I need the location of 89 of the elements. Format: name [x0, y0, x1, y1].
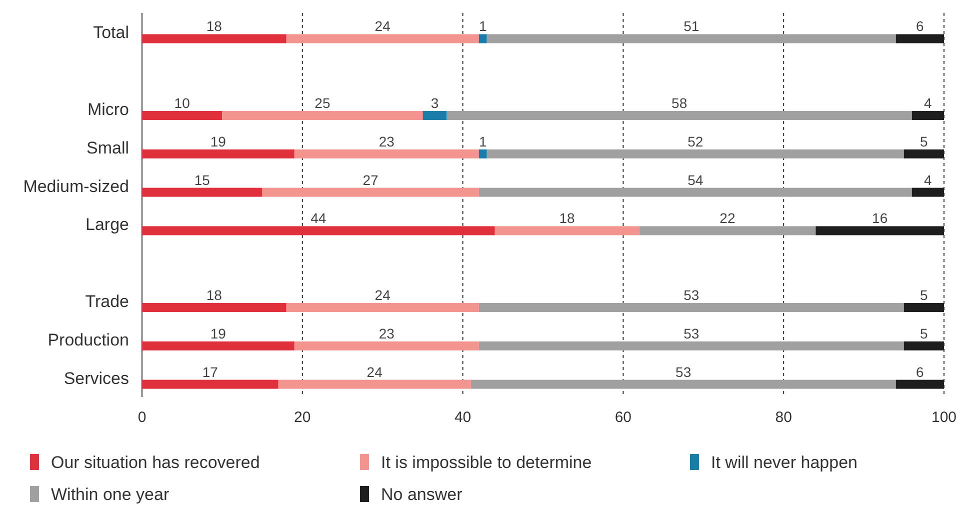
y-tick-label: Medium-sized: [23, 176, 129, 196]
data-label: 5: [920, 287, 928, 303]
legend-label: Our situation has recovered: [51, 453, 260, 472]
bar: [478, 188, 912, 197]
legend-label: It is impossible to determine: [381, 453, 592, 472]
y-tick-label: Micro: [87, 100, 129, 119]
data-label: 5: [920, 325, 928, 342]
bar: [142, 380, 278, 389]
x-tick-label: 100: [931, 409, 957, 426]
bar: [639, 226, 816, 236]
legend-label: It will never happen: [711, 453, 858, 472]
y-tick-label: Trade: [85, 292, 129, 311]
y-tick-label: Total: [93, 23, 129, 42]
bar: [912, 188, 944, 197]
bar: [904, 303, 944, 312]
data-label: 27: [362, 172, 379, 188]
bar: [478, 149, 487, 158]
data-label: 1: [478, 133, 487, 150]
bar: [286, 34, 479, 44]
legend-label: No answer: [381, 485, 463, 504]
data-label: 15: [194, 172, 210, 188]
bar: [422, 111, 447, 120]
bar: [262, 188, 479, 197]
data-label: 18: [206, 287, 222, 303]
bar: [142, 226, 495, 236]
bar: [896, 380, 944, 389]
bar: [142, 188, 262, 197]
data-label: 22: [720, 210, 736, 226]
bar: [896, 34, 944, 44]
y-tick-label: Production: [48, 330, 129, 350]
data-label: 1: [478, 18, 487, 34]
data-label: 24: [366, 364, 383, 380]
bar: [478, 341, 904, 350]
data-label: 53: [684, 325, 700, 342]
data-label: 51: [684, 18, 700, 34]
data-label: 24: [374, 287, 391, 303]
data-label: 4: [924, 95, 932, 111]
bar: [142, 341, 294, 350]
data-label: 19: [210, 133, 226, 150]
x-tick-label: 60: [614, 409, 632, 426]
data-label: 54: [688, 172, 704, 188]
bar: [816, 226, 944, 236]
bar: [142, 34, 286, 44]
data-label: 5: [920, 133, 928, 150]
x-tick-label: 80: [775, 409, 792, 426]
data-label: 25: [314, 95, 330, 111]
data-label: 24: [374, 18, 391, 34]
legend-label: Within one year: [51, 485, 170, 504]
data-label: 58: [672, 95, 688, 111]
data-label: 53: [676, 364, 692, 380]
bar: [294, 341, 479, 350]
data-label: 18: [559, 210, 576, 226]
x-tick-label: 20: [294, 409, 311, 426]
bar: [142, 111, 222, 120]
data-label: 23: [378, 133, 395, 150]
x-tick-label: 40: [454, 409, 472, 426]
data-label: 23: [378, 325, 395, 342]
bar: [222, 111, 423, 120]
bar: [478, 303, 904, 312]
y-tick-label: Large: [86, 215, 129, 234]
data-label: 4: [924, 172, 932, 188]
data-label: 6: [916, 364, 924, 380]
bar: [486, 149, 904, 158]
bar: [494, 226, 640, 236]
y-tick-label: Small: [86, 138, 129, 158]
y-tick-label: Services: [64, 368, 129, 388]
bar: [904, 341, 944, 350]
bar: [912, 111, 944, 120]
data-label: 19: [210, 325, 226, 342]
data-label: 18: [206, 18, 222, 34]
bar: [278, 380, 471, 389]
data-label: 16: [872, 210, 888, 226]
bar: [478, 34, 487, 44]
bar: [446, 111, 912, 120]
data-label: 3: [430, 95, 439, 111]
bar: [142, 303, 286, 312]
data-label: 6: [916, 18, 924, 34]
data-label: 53: [684, 287, 700, 303]
bar: [286, 303, 479, 312]
bar: [486, 34, 896, 44]
data-label: 17: [202, 364, 218, 380]
data-label: 44: [310, 210, 326, 226]
x-tick-label: 0: [138, 409, 146, 426]
bar: [470, 380, 896, 389]
data-label: 10: [174, 95, 190, 111]
bar: [142, 149, 294, 158]
bar: [904, 149, 944, 158]
data-label: 52: [688, 133, 704, 150]
bar: [294, 149, 479, 158]
